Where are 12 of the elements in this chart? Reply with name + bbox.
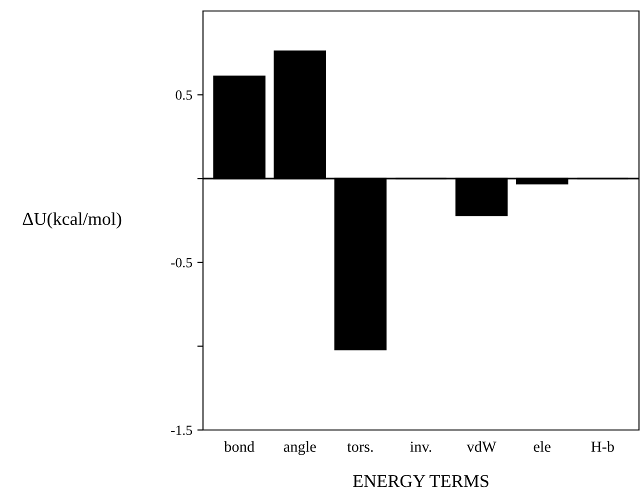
y-tick-label: 0.5 [176, 90, 192, 100]
x-tick-label: ele [534, 441, 550, 452]
x-tick-label: inv. [410, 442, 432, 452]
x-axis-title: ENERGY TERMS [353, 475, 488, 488]
x-tick-label: H-b [591, 441, 614, 452]
x-tick-label: bond [224, 441, 254, 452]
y-tick-label: -0.5 [171, 258, 192, 268]
y-axis-title: ΔU(kcal/mol) [22, 212, 122, 229]
x-tick-label: vdW [466, 441, 496, 452]
x-tick-label: angle [284, 441, 316, 456]
y-tick-label: -1.5 [171, 426, 192, 436]
x-tick-label: tors. [347, 443, 373, 452]
